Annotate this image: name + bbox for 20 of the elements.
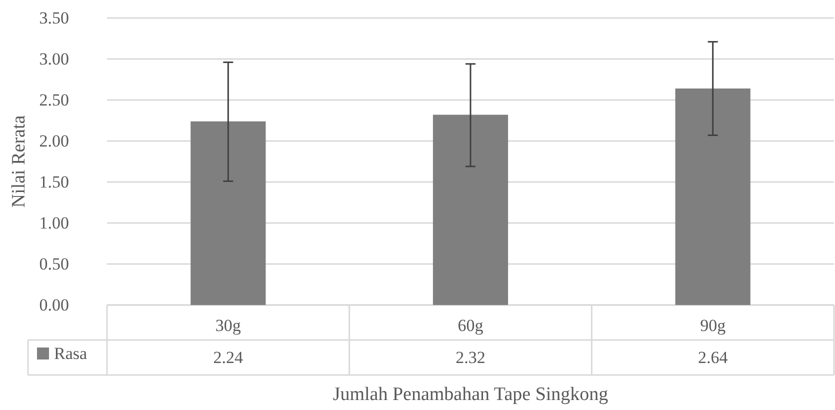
y-axis-title: Nilai Rerata <box>8 114 30 208</box>
y-tick-label: 2.00 <box>39 132 69 150</box>
data-label: 2.32 <box>456 348 486 367</box>
y-tick-label: 0.00 <box>39 296 69 314</box>
x-tick-label: 60g <box>458 316 484 335</box>
y-tick-label: 1.50 <box>39 172 69 192</box>
y-tick-label: 0.50 <box>39 254 69 274</box>
x-axis-title: Jumlah Penambahan Tape Singkong <box>332 384 609 405</box>
y-tick-label: 3.50 <box>39 8 69 28</box>
bar <box>190 121 266 305</box>
x-tick-label: 90g <box>700 316 726 335</box>
y-tick-label: 2.50 <box>39 90 69 110</box>
y-tick-label: 3.00 <box>39 50 69 68</box>
data-label: 2.24 <box>213 348 244 367</box>
y-tick-label: 1.00 <box>39 214 69 232</box>
bar <box>432 114 508 305</box>
x-tick-label: 30g <box>215 316 242 335</box>
bar <box>675 88 750 305</box>
data-label: 2.64 <box>698 348 728 367</box>
legend-label: Rasa <box>54 344 88 363</box>
